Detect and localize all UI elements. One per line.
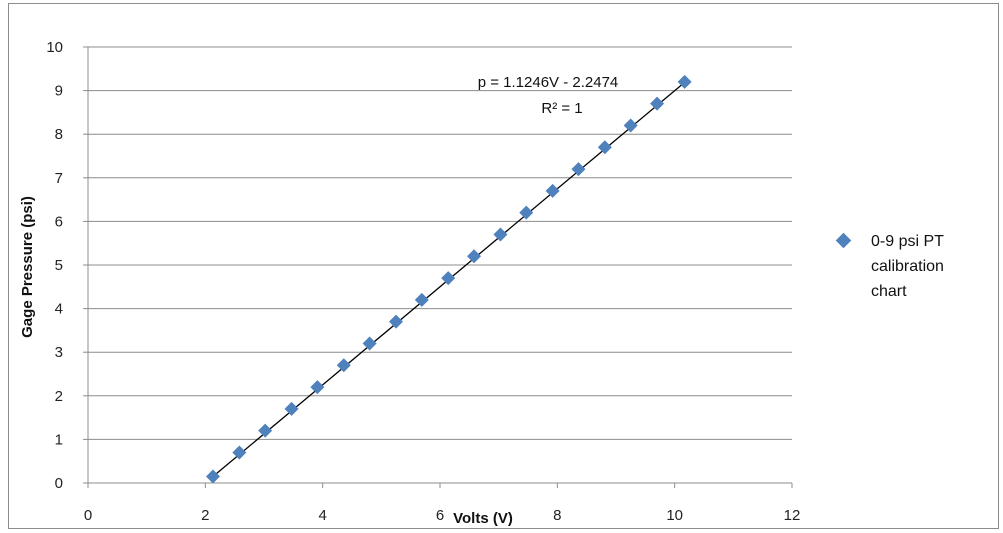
y-tick-label: 4 [55,301,63,318]
trendline-equation: p = 1.1246V - 2.2474 [478,74,619,91]
data-point [467,249,482,264]
legend: 0-9 psi PT calibration chart [835,232,948,300]
data-point [493,227,508,242]
data-point [414,292,429,307]
data-point [519,205,534,220]
legend-marker [835,232,852,249]
x-tick-label: 10 [666,507,683,524]
data-point [258,423,273,438]
y-tick-labels: 0 1 2 3 4 5 6 7 8 9 10 [46,39,63,492]
data-point [623,118,638,133]
y-axis-title: Gage Pressure (psi) [19,196,36,338]
legend-label: 0-9 psi PT calibration chart [871,233,948,300]
data-point [232,445,247,460]
data-point [362,336,377,351]
x-tick-label: 6 [436,507,444,524]
y-tick-label: 5 [55,257,63,274]
data-point [545,183,560,198]
y-tick-label: 2 [55,388,63,405]
x-axis-title: Volts (V) [453,510,513,527]
y-tick-label: 3 [55,344,63,361]
grid-lines [83,46,793,488]
x-tick-label: 0 [84,507,92,524]
data-point [205,469,220,484]
data-point [441,271,456,286]
y-tick-label: 9 [55,83,63,100]
x-tick-label: 8 [553,507,561,524]
y-tick-label: 7 [55,170,63,187]
x-tick-label: 4 [318,507,326,524]
x-tick-labels: 0 2 4 6 8 10 12 [84,507,801,524]
data-points [205,74,692,484]
y-tick-label: 6 [55,213,63,230]
y-tick-label: 1 [55,431,63,448]
trendline-r-squared: R² = 1 [541,100,582,117]
data-point [284,401,299,416]
data-point [650,96,665,111]
x-tick-label: 2 [201,507,209,524]
y-tick-label: 0 [55,475,63,492]
data-point [310,380,325,395]
y-tick-label: 10 [46,39,63,56]
data-point [389,314,403,329]
x-tick-label: 12 [784,507,801,524]
y-tick-label: 8 [55,126,63,143]
data-point [677,74,692,89]
data-point [571,162,586,177]
data-point [597,140,612,155]
data-point [336,358,351,373]
